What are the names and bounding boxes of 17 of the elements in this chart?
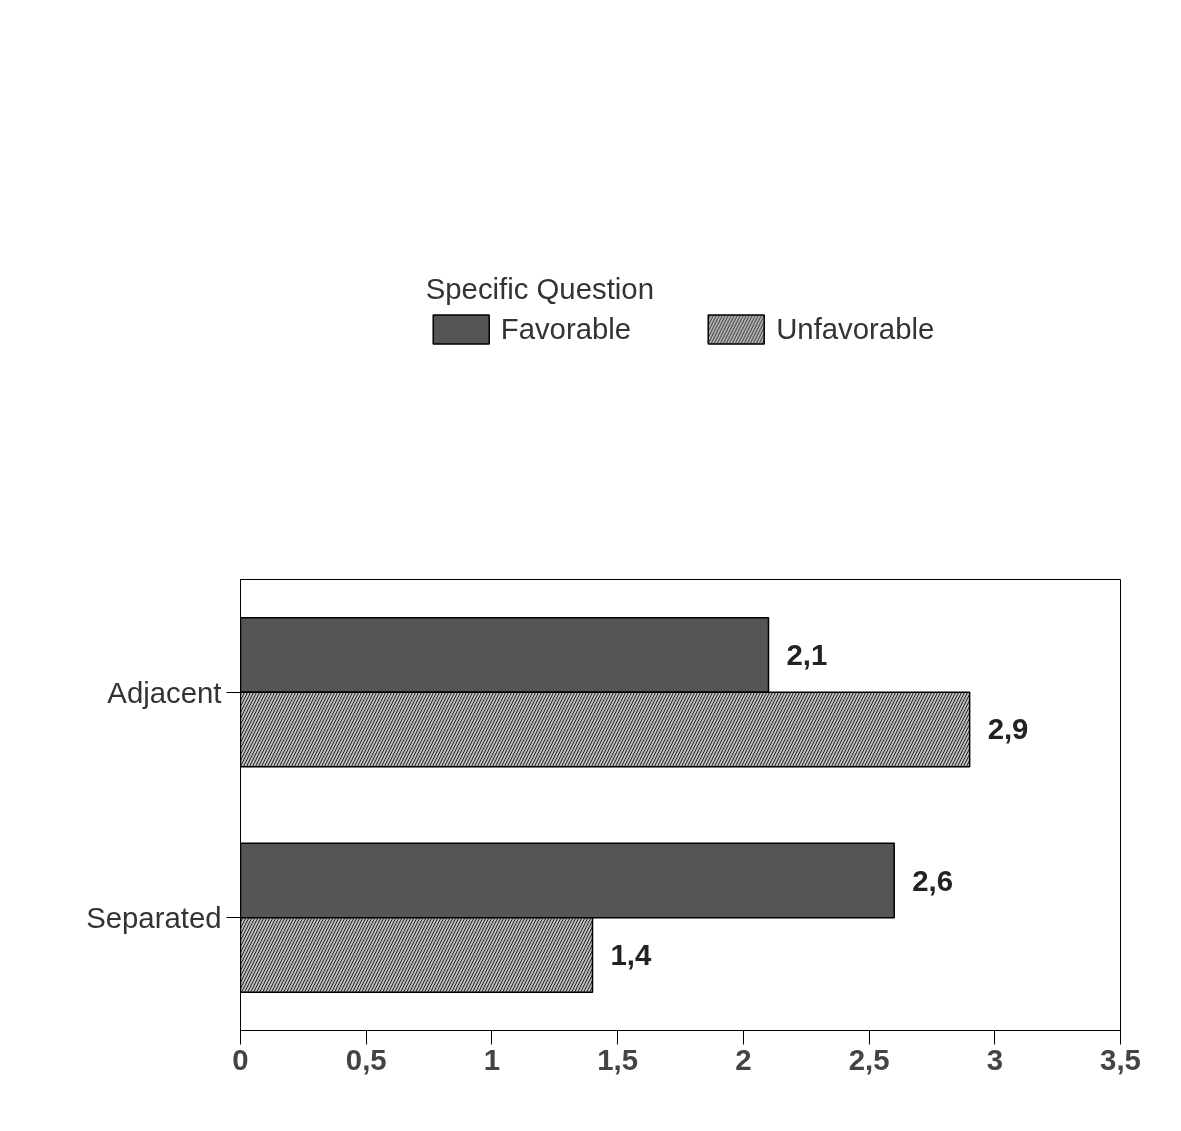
y-tick-label: Adjacent	[107, 675, 222, 709]
x-tick-label: 3	[986, 1042, 1003, 1076]
x-tick-label: 0,5	[345, 1042, 387, 1076]
x-tick-label: 2,5	[848, 1042, 890, 1076]
y-tick-label: Separated	[86, 901, 222, 935]
data-label: 2,6	[912, 863, 953, 897]
x-tick-label: 0	[232, 1042, 249, 1076]
data-label: 2,9	[987, 712, 1029, 746]
x-tick-label: 1,5	[597, 1042, 639, 1076]
legend-label: Favorable	[500, 312, 632, 346]
x-tick-label: 3,5	[1100, 1042, 1141, 1076]
data-label: 1,4	[610, 937, 652, 971]
data-label: 2,1	[786, 638, 828, 672]
legend-label: Unfavorable	[776, 312, 935, 346]
x-tick-label: 2	[735, 1042, 752, 1076]
x-tick-label: 1	[483, 1042, 501, 1076]
legend-title: Specific Question	[425, 272, 655, 306]
